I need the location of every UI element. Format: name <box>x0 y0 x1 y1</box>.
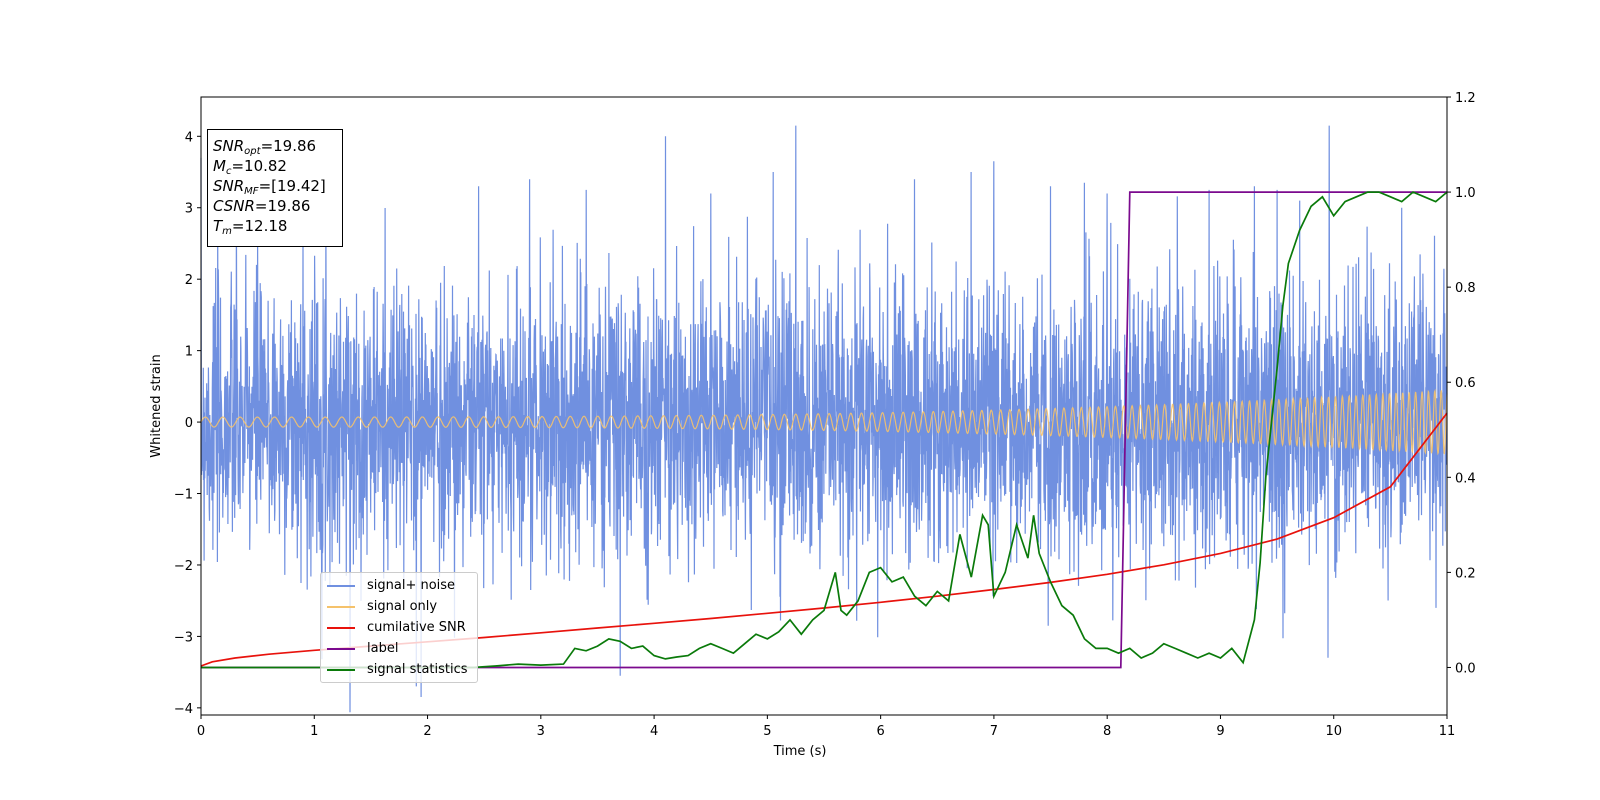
x-tick-label: 10 <box>1325 724 1342 739</box>
y-tick-label: −1 <box>174 488 193 503</box>
y-tick-label: 0 <box>185 416 193 431</box>
y-tick-label: 3 <box>185 202 193 217</box>
signal-only-line <box>200 388 1448 456</box>
legend-swatch <box>327 626 355 629</box>
stats-annotation-box: SNRopt=19.86 Mc=10.82 SNRMF=[19.42] CSNR… <box>207 129 343 247</box>
signal-noise-line <box>200 125 1448 713</box>
legend-swatch <box>327 668 355 671</box>
x-tick-label: 5 <box>763 724 771 739</box>
x-axis-label: Time (s) <box>773 744 827 759</box>
label-line <box>201 191 1447 669</box>
axes: 0 1 2 3 4 5 6 7 8 9 10 11 −4 −3 −2 −1 0 1 2 3 4 0.0 0.2 0.4 0.6 0… <box>174 91 1476 739</box>
y-tick-label: 4 <box>185 130 193 145</box>
right-axis-series <box>200 191 1448 669</box>
x-tick-label: 11 <box>1439 724 1456 739</box>
right-y-tick-label: 1.0 <box>1455 186 1476 201</box>
x-tick-label: 4 <box>650 724 658 739</box>
right-y-tick-label: 0.8 <box>1455 281 1476 296</box>
snr-opt-line: SNRopt=19.86 <box>213 137 317 157</box>
signal-only-series <box>200 388 1448 456</box>
legend-item-signal-statistics: signal statistics <box>327 659 471 680</box>
legend-swatch <box>327 605 355 608</box>
y-tick-label: 2 <box>185 273 193 288</box>
signal-noise-series <box>200 125 1448 713</box>
x-tick-label: 7 <box>990 724 998 739</box>
right-y-tick-label: 0.2 <box>1455 566 1476 581</box>
legend-swatch <box>327 647 355 650</box>
x-tick-label: 9 <box>1216 724 1224 739</box>
x-tick-label: 6 <box>876 724 884 739</box>
right-y-tick-label: 0.6 <box>1455 376 1476 391</box>
csnr-line: CSNR=19.86 <box>213 197 311 215</box>
y-tick-label: −3 <box>174 630 193 645</box>
legend-item-label: label <box>327 638 471 659</box>
x-tick-label: 1 <box>310 724 318 739</box>
legend-swatch <box>327 584 355 587</box>
legend-item-signal-noise: signal+ noise <box>327 575 471 596</box>
y-tick-label: −4 <box>174 702 193 717</box>
cumulative-snr-line <box>200 412 1448 667</box>
right-y-tick-label: 0.4 <box>1455 471 1476 486</box>
y-tick-label: −2 <box>174 559 193 574</box>
legend-item-cumulative-snr: cumilative SNR <box>327 617 471 638</box>
tm-line: Tm=12.18 <box>213 217 288 237</box>
legend-item-signal-only: signal only <box>327 596 471 617</box>
x-tick-label: 0 <box>197 724 205 739</box>
plot-frame <box>200 96 1448 716</box>
y-tick-label: 1 <box>185 345 193 360</box>
y-axis-label: Whitened strain <box>149 354 164 457</box>
legend: signal+ noise signal only cumilative SNR… <box>320 572 478 683</box>
x-tick-label: 8 <box>1103 724 1111 739</box>
right-y-tick-label: 1.2 <box>1455 91 1476 106</box>
x-tick-label: 3 <box>537 724 545 739</box>
x-tick-label: 2 <box>423 724 431 739</box>
mc-line: Mc=10.82 <box>213 157 287 177</box>
right-y-tick-label: 0.0 <box>1455 661 1476 676</box>
snr-mf-line: SNRMF=[19.42] <box>213 177 326 197</box>
signal-statistics-line <box>201 191 1448 669</box>
